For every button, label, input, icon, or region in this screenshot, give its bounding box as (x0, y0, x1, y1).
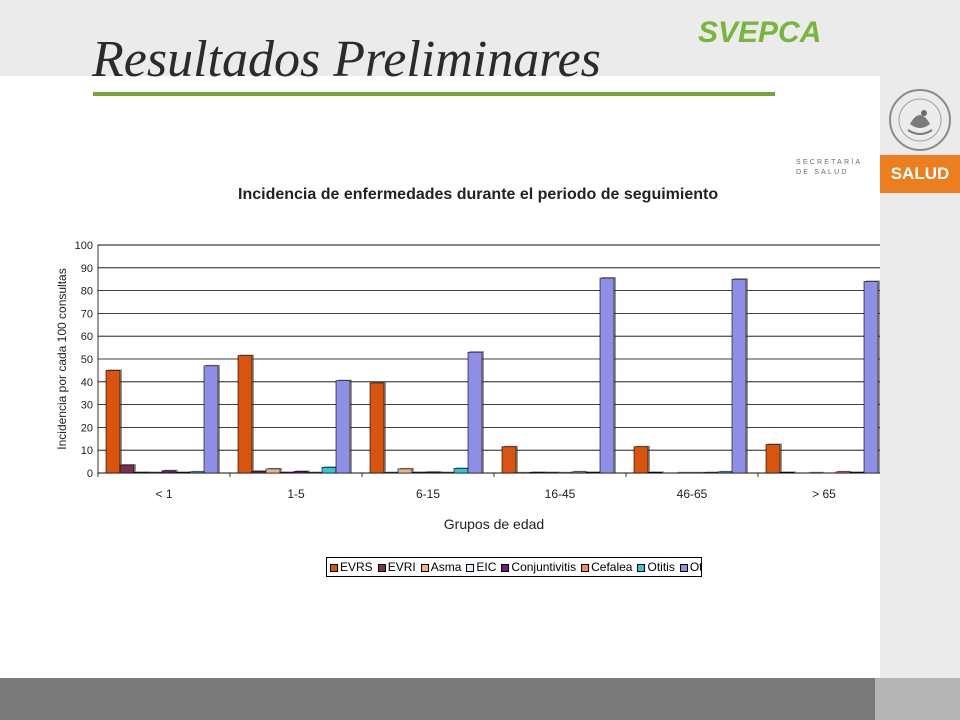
y-tick-label: 50 (81, 354, 93, 366)
bar (425, 471, 441, 474)
legend-swatch (637, 563, 646, 572)
y-tick-label: 20 (81, 422, 93, 434)
y-axis-label: Incidencia por cada 100 consultas (55, 268, 69, 449)
chart-legend: EVRS EVRI Asma EIC Conjuntivitis Cefalea Otiti… (326, 557, 702, 577)
legend-swatch (420, 563, 429, 572)
y-tick-label: 30 (81, 400, 93, 412)
legend-label: EVRS (340, 560, 373, 574)
x-tick-label: 6-15 (416, 487, 440, 501)
bar (501, 446, 517, 474)
bar (133, 472, 149, 474)
y-tick-label: 0 (87, 468, 93, 480)
bar (765, 444, 781, 474)
y-tick-label: 90 (81, 263, 93, 275)
legend-label: Otitis (647, 560, 675, 574)
legend-swatch (501, 563, 510, 572)
bar (279, 472, 295, 474)
bar (585, 472, 601, 474)
bar (321, 467, 337, 474)
footer-band (0, 678, 875, 720)
bar (293, 471, 309, 474)
bar (411, 472, 427, 474)
bar-shadow (678, 471, 692, 473)
brand-logo-text: SVEPCA (698, 16, 822, 49)
title-underline (93, 92, 775, 96)
legend-label: EIC (476, 560, 497, 574)
chart-title: Incidencia de enfermedades durante el pe… (238, 186, 719, 203)
bar (633, 446, 649, 474)
bar (237, 355, 253, 474)
bar (835, 471, 851, 474)
legend-label: Conjuntivitis (511, 560, 577, 574)
bar (265, 468, 281, 474)
x-tick-label: < 1 (155, 487, 172, 501)
legend-swatch (330, 563, 338, 572)
legend-item: EIC (463, 558, 496, 576)
y-tick-label: 70 (81, 308, 93, 320)
bar (119, 464, 135, 474)
y-tick-label: 100 (75, 240, 93, 252)
page-title: Resultados Preliminares (92, 31, 601, 88)
bar (849, 472, 865, 474)
legend-item: Cefalea (578, 558, 632, 576)
bar (529, 472, 545, 474)
bar (203, 365, 219, 474)
salud-badge: SALUD (880, 155, 960, 193)
coat-of-arms-seal (889, 89, 951, 151)
x-tick-label: 16-45 (545, 487, 576, 501)
legend-label: Cefalea (591, 560, 633, 574)
header-band (0, 0, 880, 76)
bar-shadow (560, 471, 574, 473)
bar (717, 471, 733, 474)
x-tick-label: 1-5 (287, 487, 305, 501)
y-tick-label: 10 (81, 445, 93, 457)
legend-item: Asma (418, 558, 462, 576)
bar (779, 472, 795, 474)
y-tick-label: 60 (81, 331, 93, 343)
legend-item: Otitis (634, 558, 675, 576)
legend-label: Asma (430, 560, 462, 574)
bar (453, 468, 469, 474)
bar (571, 471, 587, 474)
bar-chart: 0 10 20 30 40 50 60 70 80 90 100 Incidencia por cad… (55, 240, 880, 532)
bar (599, 277, 615, 474)
bar-shadow (518, 471, 532, 473)
legend-label: Otras (689, 560, 702, 574)
bar (105, 370, 121, 474)
y-tick-label: 40 (81, 377, 93, 389)
y-tick-label: 80 (81, 286, 93, 298)
legend-swatch (466, 563, 475, 572)
legend-label: EVRI (387, 560, 416, 574)
legend-swatch (581, 563, 590, 572)
bar-shadow (810, 471, 824, 473)
bar-shadow (692, 471, 706, 473)
bar (369, 382, 385, 474)
x-axis-label: Grupos de edad (444, 516, 544, 532)
legend-item: EVRS (327, 558, 373, 576)
bar (161, 470, 177, 474)
bar (335, 380, 351, 474)
bar (189, 471, 205, 474)
legend-item: EVRI (375, 558, 416, 576)
bar (467, 351, 483, 474)
bar (731, 278, 747, 474)
legend-swatch (679, 563, 688, 572)
bar (175, 472, 191, 474)
secretaria-de-salud-text: SECRETARÍA DE SALUD (796, 159, 862, 176)
legend-swatch (377, 563, 386, 572)
bar (397, 468, 413, 474)
bar (647, 472, 663, 474)
footer-band-right (875, 678, 960, 720)
bar (863, 281, 879, 474)
legend-item: Conjuntivitis (498, 558, 576, 576)
bar (251, 470, 267, 474)
x-tick-label: 46-65 (677, 487, 708, 501)
legend-item: Otras (677, 558, 702, 576)
x-tick-label: > 65 (812, 487, 836, 501)
